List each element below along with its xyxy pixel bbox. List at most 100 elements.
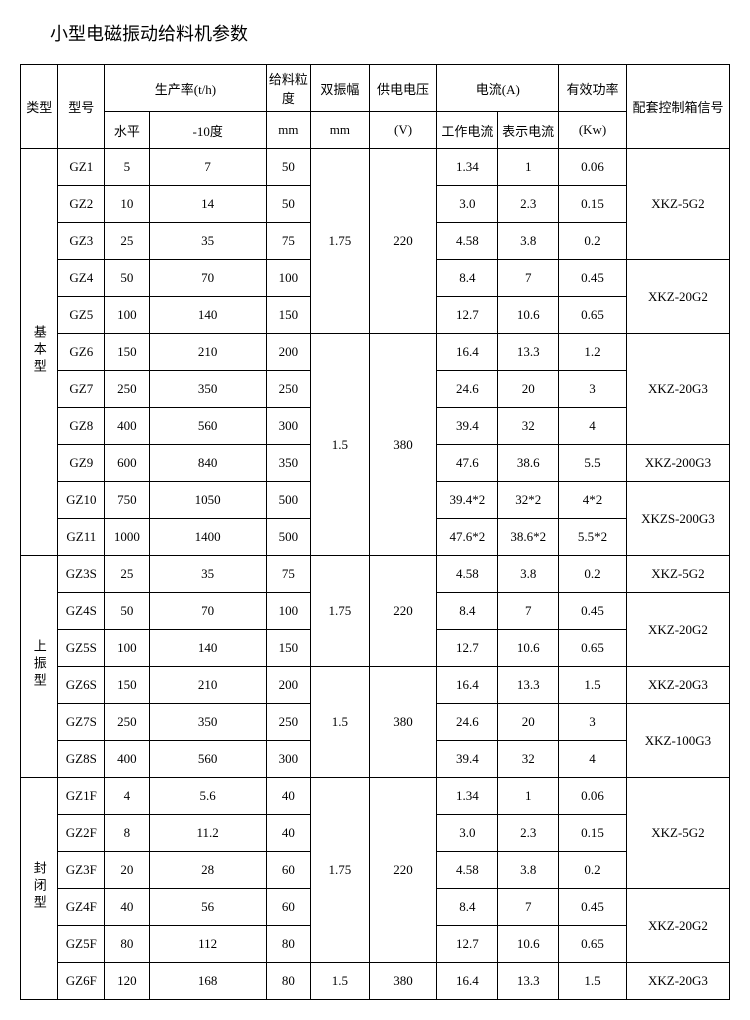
- cell: 8: [105, 815, 149, 852]
- cell: 3: [559, 371, 627, 408]
- cell: 16.4: [437, 667, 498, 704]
- cell: 0.15: [559, 186, 627, 223]
- cell: 112: [149, 926, 266, 963]
- cell: 80: [105, 926, 149, 963]
- cell: XKZ-20G3: [626, 667, 729, 704]
- cell: GZ2: [58, 186, 105, 223]
- table-row: 上振型 GZ3S253575 1.75 220 4.583.80.2 XKZ-5…: [21, 556, 730, 593]
- cell: 24.6: [437, 371, 498, 408]
- cell: 35: [149, 556, 266, 593]
- cell: 1400: [149, 519, 266, 556]
- cell: 250: [105, 704, 149, 741]
- cell: 70: [149, 593, 266, 630]
- spec-table: 类型 型号 生产率(t/h) 给料粒度 双振幅 供电电压 电流(A) 有效功率 …: [20, 64, 730, 1000]
- cell: 7: [498, 889, 559, 926]
- cell: 10: [105, 186, 149, 223]
- cell: 5.5*2: [559, 519, 627, 556]
- cell: 38.6*2: [498, 519, 559, 556]
- hdr-amp: 双振幅: [311, 65, 369, 112]
- table-row: GZ6S150210200 1.5 380 16.413.31.5 XKZ-20…: [21, 667, 730, 704]
- cell: XKZS-200G3: [626, 482, 729, 556]
- cell: GZ2F: [58, 815, 105, 852]
- cell: 39.4: [437, 741, 498, 778]
- cell: 4: [105, 778, 149, 815]
- cell: GZ7: [58, 371, 105, 408]
- cell: 80: [266, 926, 310, 963]
- cell: 1.75: [311, 556, 369, 667]
- cell: 4.58: [437, 852, 498, 889]
- cell: 50: [266, 186, 310, 223]
- cell: 210: [149, 667, 266, 704]
- cell: 1.2: [559, 334, 627, 371]
- cell: 840: [149, 445, 266, 482]
- hdr-power: 有效功率: [559, 65, 627, 112]
- hdr-box: 配套控制箱信号: [626, 65, 729, 149]
- cell: 100: [105, 630, 149, 667]
- cell: 4: [559, 741, 627, 778]
- cell: 60: [266, 852, 310, 889]
- cell: 140: [149, 297, 266, 334]
- cell: 20: [105, 852, 149, 889]
- cell: 3.0: [437, 815, 498, 852]
- cell: 150: [266, 630, 310, 667]
- cell: 20: [498, 371, 559, 408]
- cell: 2.3: [498, 186, 559, 223]
- cell: 10.6: [498, 630, 559, 667]
- cell: 140: [149, 630, 266, 667]
- cell: 150: [266, 297, 310, 334]
- hdr-current: 电流(A): [437, 65, 559, 112]
- cell: 75: [266, 223, 310, 260]
- cell: 200: [266, 667, 310, 704]
- cell: 14: [149, 186, 266, 223]
- cell: 1.5: [311, 334, 369, 556]
- cell: 4*2: [559, 482, 627, 519]
- cell: 0.45: [559, 260, 627, 297]
- hdr-volt: 供电电压: [369, 65, 437, 112]
- cell: 0.45: [559, 889, 627, 926]
- hdr-current-disp: 表示电流: [498, 112, 559, 149]
- cell: 5: [105, 149, 149, 186]
- type-basic: 基本型: [21, 149, 58, 556]
- cell: 220: [369, 778, 437, 963]
- cell: 0.2: [559, 852, 627, 889]
- cell: 4: [559, 408, 627, 445]
- cell: 3.8: [498, 223, 559, 260]
- table-row: 基本型 GZ1 5 7 50 1.75 220 1.34 1 0.06 XKZ-…: [21, 149, 730, 186]
- cell: 250: [266, 704, 310, 741]
- cell: 8.4: [437, 889, 498, 926]
- hdr-model: 型号: [58, 65, 105, 149]
- table-row: GZ6F12016880 1.5 380 16.413.31.5 XKZ-20G…: [21, 963, 730, 1000]
- cell: XKZ-20G3: [626, 334, 729, 445]
- cell: 5.6: [149, 778, 266, 815]
- cell: GZ6F: [58, 963, 105, 1000]
- cell: 300: [266, 741, 310, 778]
- cell: 250: [266, 371, 310, 408]
- cell: GZ4F: [58, 889, 105, 926]
- cell: 40: [105, 889, 149, 926]
- cell: 350: [149, 704, 266, 741]
- cell: XKZ-20G2: [626, 260, 729, 334]
- cell: 25: [105, 223, 149, 260]
- cell: 300: [266, 408, 310, 445]
- hdr-volt-unit: (V): [369, 112, 437, 149]
- cell: 500: [266, 482, 310, 519]
- cell: 5.5: [559, 445, 627, 482]
- cell: 120: [105, 963, 149, 1000]
- cell: 0.06: [559, 149, 627, 186]
- cell: 1.5: [559, 667, 627, 704]
- cell: 3: [559, 704, 627, 741]
- cell: 12.7: [437, 630, 498, 667]
- cell: 150: [105, 667, 149, 704]
- cell: 32: [498, 408, 559, 445]
- cell: 40: [266, 778, 310, 815]
- cell: 100: [266, 260, 310, 297]
- cell: 0.65: [559, 630, 627, 667]
- cell: 13.3: [498, 334, 559, 371]
- cell: 7: [498, 260, 559, 297]
- cell: 20: [498, 704, 559, 741]
- cell: 1: [498, 778, 559, 815]
- cell: 200: [266, 334, 310, 371]
- page-title: 小型电磁振动给料机参数: [50, 20, 730, 46]
- cell: 56: [149, 889, 266, 926]
- cell: GZ7S: [58, 704, 105, 741]
